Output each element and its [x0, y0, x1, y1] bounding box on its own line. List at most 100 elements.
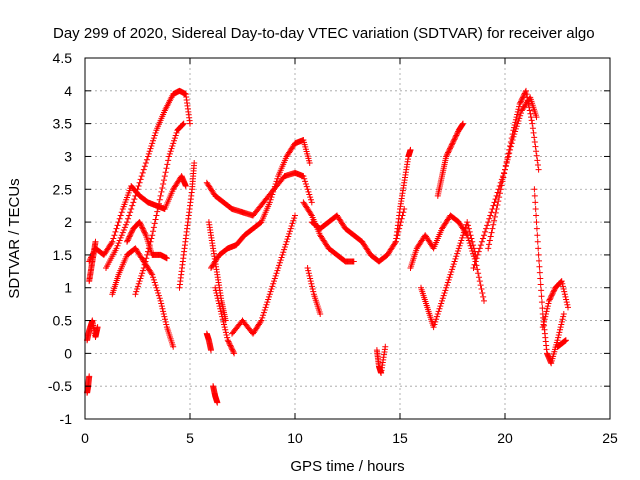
- data-point: [124, 238, 130, 245]
- data-point: [492, 209, 499, 216]
- data-point: [561, 288, 568, 295]
- y-tick-label: -0.5: [48, 378, 72, 394]
- data-point: [280, 249, 287, 256]
- data-point: [150, 224, 157, 231]
- data-point: [471, 261, 478, 268]
- data-point: [271, 186, 277, 193]
- data-point: [407, 146, 414, 153]
- y-tick-label: 1.5: [53, 247, 73, 263]
- data-point: [468, 235, 475, 242]
- data-point: [263, 301, 270, 308]
- data-point: [138, 173, 145, 180]
- data-point: [527, 110, 534, 117]
- series-sat-aa: [531, 186, 567, 367]
- data-point: [516, 103, 523, 110]
- series-sat-k: [208, 137, 313, 272]
- data-point: [503, 158, 510, 165]
- data-point: [519, 95, 526, 102]
- data-point: [509, 131, 516, 138]
- data-point: [302, 178, 309, 185]
- data-point: [436, 305, 443, 312]
- data-point: [530, 129, 537, 136]
- data-point: [214, 292, 221, 299]
- data-point: [524, 94, 531, 101]
- data-point: [163, 321, 170, 328]
- data-point: [539, 324, 546, 331]
- data-point: [160, 310, 167, 317]
- data-point: [278, 254, 285, 261]
- data-point: [533, 225, 540, 232]
- data-point: [536, 269, 543, 276]
- data-point: [507, 142, 514, 149]
- data-point: [111, 232, 118, 239]
- data-point: [163, 255, 170, 262]
- data-point: [496, 194, 503, 201]
- data-point: [125, 236, 132, 243]
- data-point: [187, 120, 193, 127]
- data-point: [305, 188, 312, 195]
- data-point: [108, 240, 115, 247]
- series-sat-w: [418, 219, 479, 331]
- data-point: [285, 233, 292, 240]
- series-sat-t: [373, 343, 389, 377]
- data-point: [147, 145, 154, 152]
- series-sat-ab: [539, 278, 571, 331]
- data-point: [452, 133, 459, 140]
- data-point: [154, 287, 161, 294]
- data-point: [127, 209, 134, 216]
- data-point: [129, 228, 136, 235]
- data-point: [510, 127, 517, 134]
- data-point: [430, 324, 437, 331]
- data-point: [130, 199, 137, 206]
- data-point: [475, 270, 482, 277]
- series-sat-e: [109, 245, 177, 350]
- data-point: [446, 274, 453, 281]
- data-point: [142, 230, 149, 237]
- x-tick-label: 5: [186, 430, 194, 446]
- data-point: [139, 270, 146, 277]
- data-point: [540, 321, 547, 328]
- data-point: [94, 324, 101, 331]
- data-point: [150, 276, 157, 283]
- data-point: [227, 343, 234, 350]
- data-point: [127, 230, 134, 237]
- data-point: [158, 303, 165, 310]
- data-point: [135, 280, 142, 287]
- series-sat-l: [205, 219, 229, 324]
- data-point: [219, 316, 226, 323]
- data-point: [180, 121, 187, 128]
- data-point: [287, 225, 294, 232]
- data-point: [114, 242, 121, 249]
- data-point: [170, 140, 177, 147]
- data-point: [141, 163, 148, 170]
- data-point: [155, 204, 162, 211]
- data-point: [137, 220, 144, 227]
- data-point: [486, 241, 493, 248]
- data-point: [557, 324, 564, 331]
- data-point: [217, 308, 224, 315]
- data-point: [164, 161, 171, 168]
- data-point: [305, 270, 312, 277]
- data-point: [140, 226, 147, 233]
- data-point: [289, 220, 296, 227]
- data-point: [447, 271, 454, 278]
- data-point: [307, 211, 314, 218]
- data-point: [309, 286, 316, 293]
- y-axis-label: SDTVAR / TECUs: [6, 178, 23, 298]
- data-point: [502, 162, 509, 169]
- data-point: [152, 216, 159, 223]
- data-point: [517, 98, 524, 105]
- series-sat-p: [229, 212, 298, 337]
- data-point: [159, 305, 166, 312]
- data-point: [537, 275, 544, 282]
- data-point: [541, 316, 548, 323]
- data-point: [157, 297, 164, 304]
- data-point: [286, 228, 293, 235]
- data-point: [470, 245, 477, 252]
- data-point: [212, 284, 219, 291]
- data-point: [153, 212, 160, 219]
- data-point: [506, 146, 513, 153]
- data-point: [562, 293, 569, 300]
- data-point: [275, 265, 282, 272]
- data-point: [228, 345, 235, 352]
